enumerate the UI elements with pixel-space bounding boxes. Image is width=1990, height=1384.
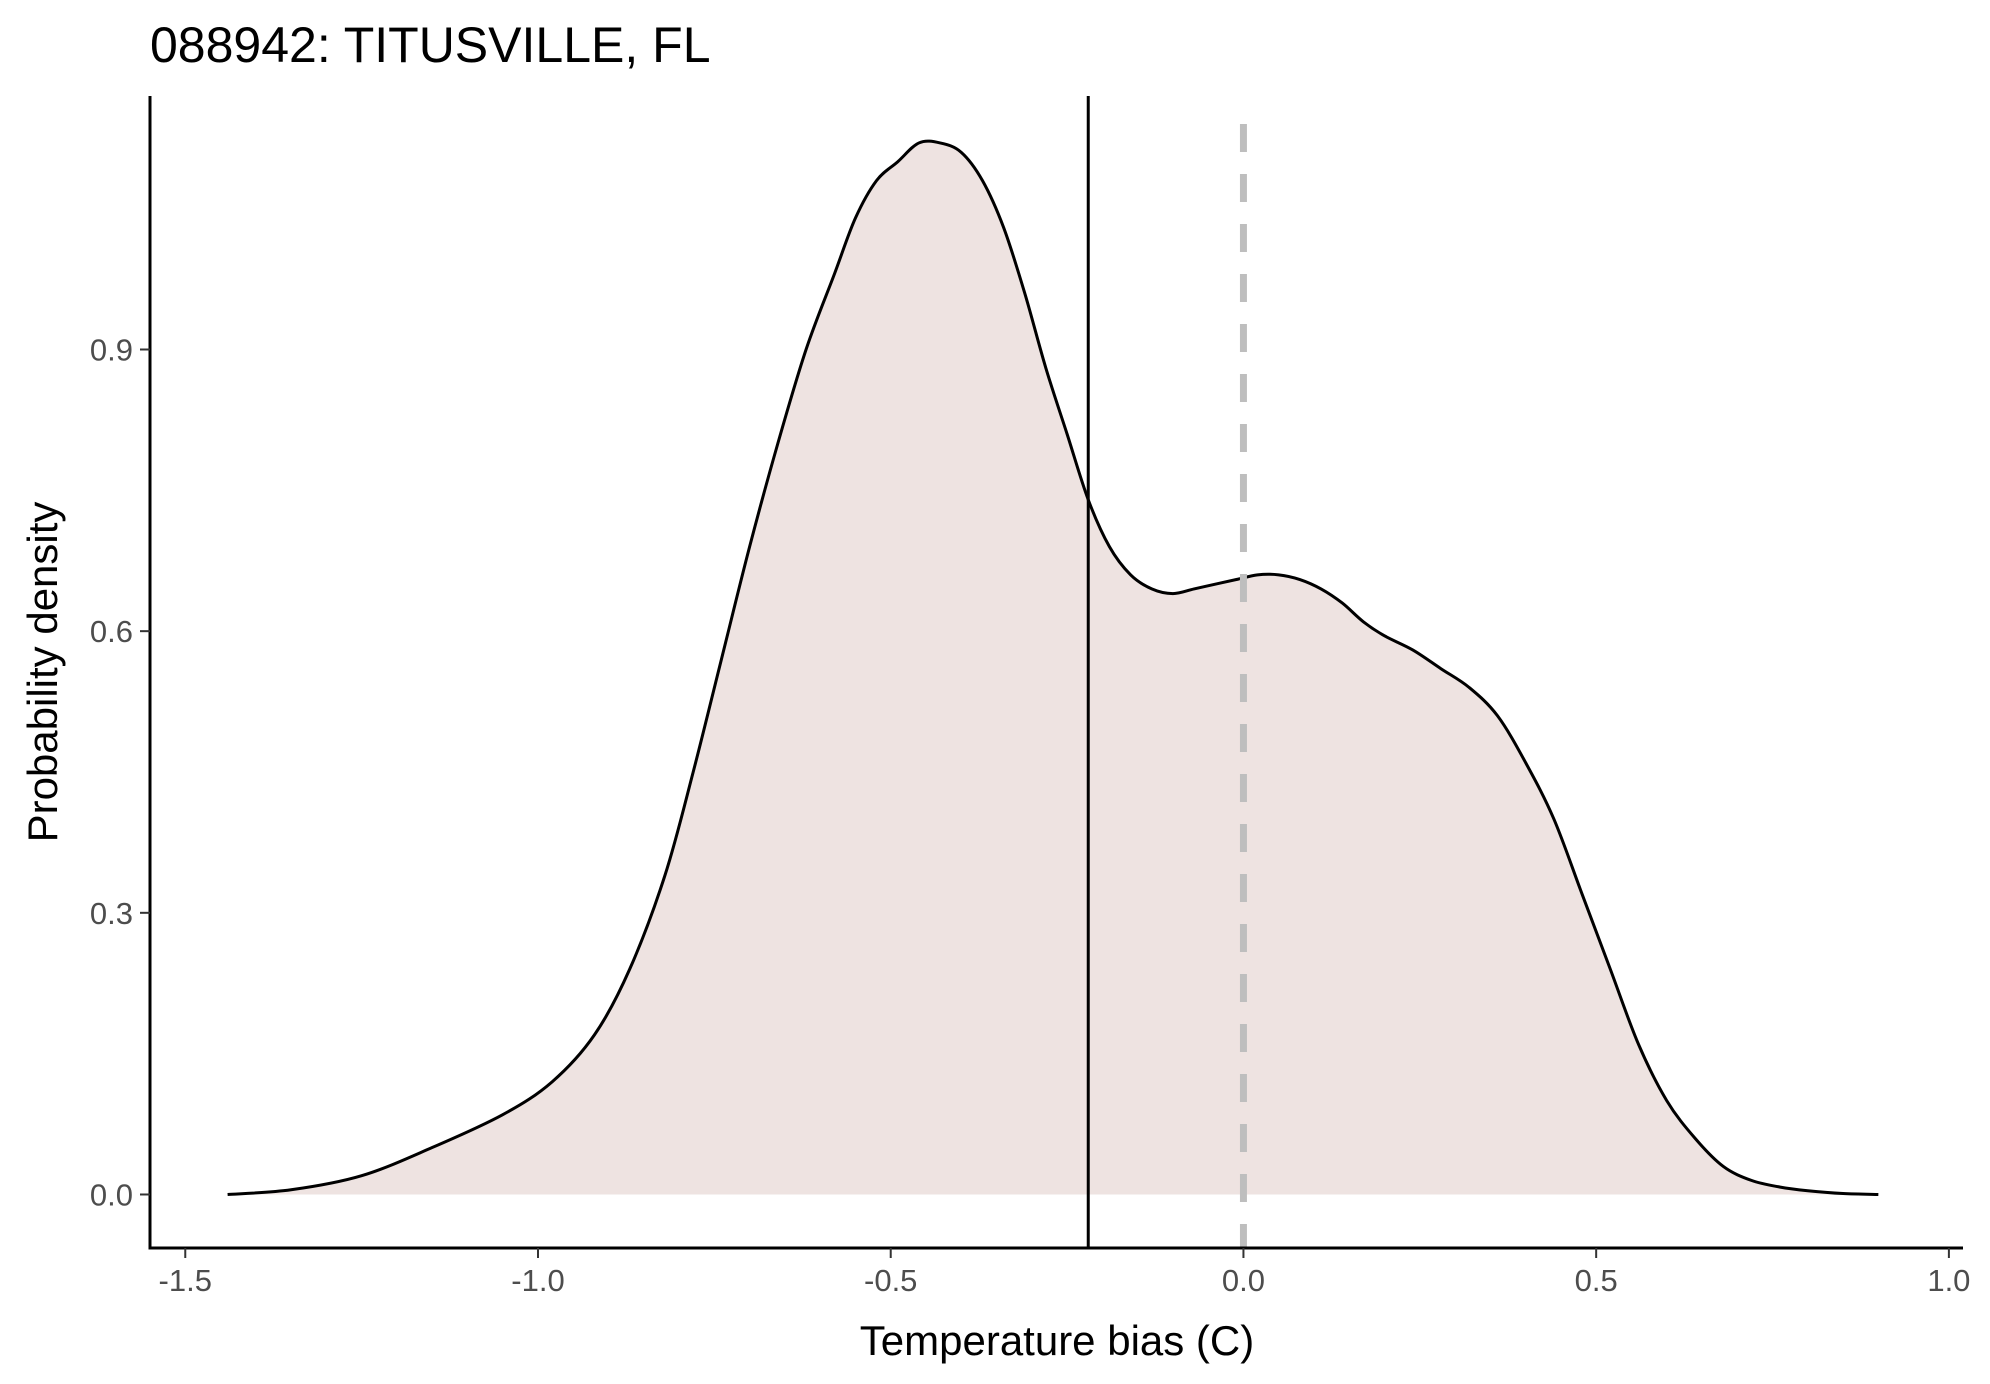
y-tick-label: 0.0 [90, 1177, 133, 1212]
x-tick-label: -1.0 [511, 1263, 564, 1298]
chart-title: 088942: TITUSVILLE, FL [150, 17, 711, 73]
y-axis-ticks: 0.0 0.3 0.6 0.9 [90, 332, 150, 1212]
y-axis-title: Probability density [19, 502, 66, 843]
x-axis-title: Temperature bias (C) [860, 1317, 1254, 1364]
x-axis-ticks: -1.5 -1.0 -0.5 0.0 0.5 1.0 [159, 1248, 1970, 1298]
x-tick-label: 1.0 [1927, 1263, 1970, 1298]
x-tick-label: -0.5 [864, 1263, 917, 1298]
x-tick-label: -1.5 [159, 1263, 212, 1298]
x-tick-label: 0.0 [1222, 1263, 1265, 1298]
y-tick-label: 0.3 [90, 896, 133, 931]
density-area-0 [227, 141, 1879, 1195]
y-tick-label: 0.6 [90, 614, 133, 649]
plot-area [227, 96, 1879, 1248]
y-tick-label: 0.9 [90, 332, 133, 367]
density-line-0 [227, 139, 1879, 1196]
x-tick-label: 0.5 [1575, 1263, 1618, 1298]
